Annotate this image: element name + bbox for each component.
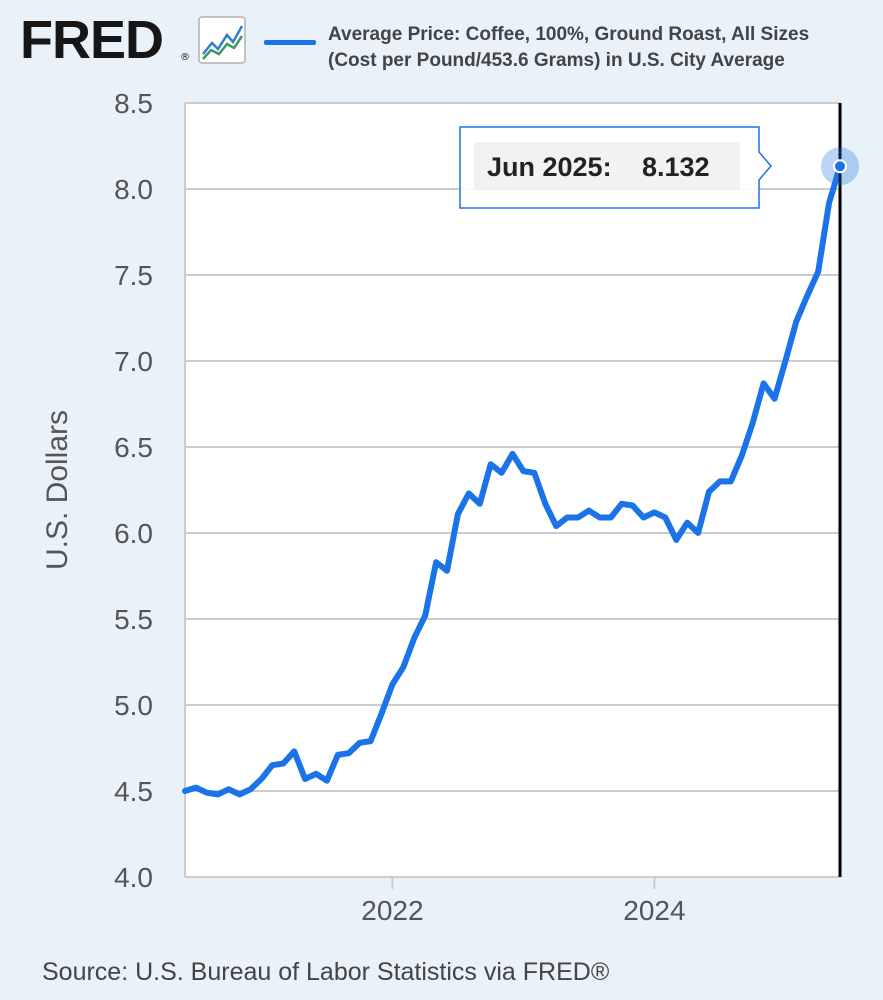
data-point-highlight[interactable]: [833, 159, 847, 174]
grid-lines: [185, 102, 840, 878]
tooltip: Jun 2025: 8.132: [459, 126, 772, 209]
legend-line-1: Average Price: Coffee, 100%, Ground Roas…: [328, 24, 810, 45]
y-tick-label: 5.0: [114, 690, 153, 721]
y-tick-label: 6.5: [114, 432, 153, 463]
x-tick-label: 2024: [623, 895, 685, 926]
plot-area: [185, 103, 840, 877]
tooltip-value: 8.132: [642, 152, 710, 182]
series-layer: [182, 103, 859, 877]
tooltip-date: Jun 2025:: [487, 152, 612, 182]
y-tick-label: 7.0: [114, 346, 153, 377]
y-tick-label: 7.5: [114, 260, 153, 291]
fred-graph-icon[interactable]: [198, 16, 246, 64]
y-tick-label: 5.5: [114, 604, 153, 635]
fred-registered-mark: ®: [180, 52, 190, 63]
x-tick-label: 2022: [361, 895, 423, 926]
series-line[interactable]: [182, 163, 843, 798]
axes: [184, 103, 840, 878]
legend-line-2: (Cost per Pound/453.6 Grams) in U.S. Cit…: [328, 50, 785, 71]
y-tick-label: 4.5: [114, 776, 153, 807]
legend-label: Average Price: Coffee, 100%, Ground Roas…: [328, 22, 873, 74]
tooltip-inner: [474, 142, 740, 190]
y-tick-label: 6.0: [114, 518, 153, 549]
y-tick-label: 8.0: [114, 174, 153, 205]
y-tick-label: 8.5: [114, 88, 153, 119]
legend-swatch: [264, 40, 316, 45]
source-note: Source: U.S. Bureau of Labor Statistics …: [42, 958, 610, 986]
x-tick-labels: 2022 2024: [361, 877, 686, 926]
y-tick-labels: 4.0 4.5 5.0 5.5 6.0 6.5 7.0 7.5 8.0 8.5: [114, 88, 153, 893]
fred-logo[interactable]: FRED: [20, 10, 164, 70]
y-tick-label: 4.0: [114, 862, 153, 893]
